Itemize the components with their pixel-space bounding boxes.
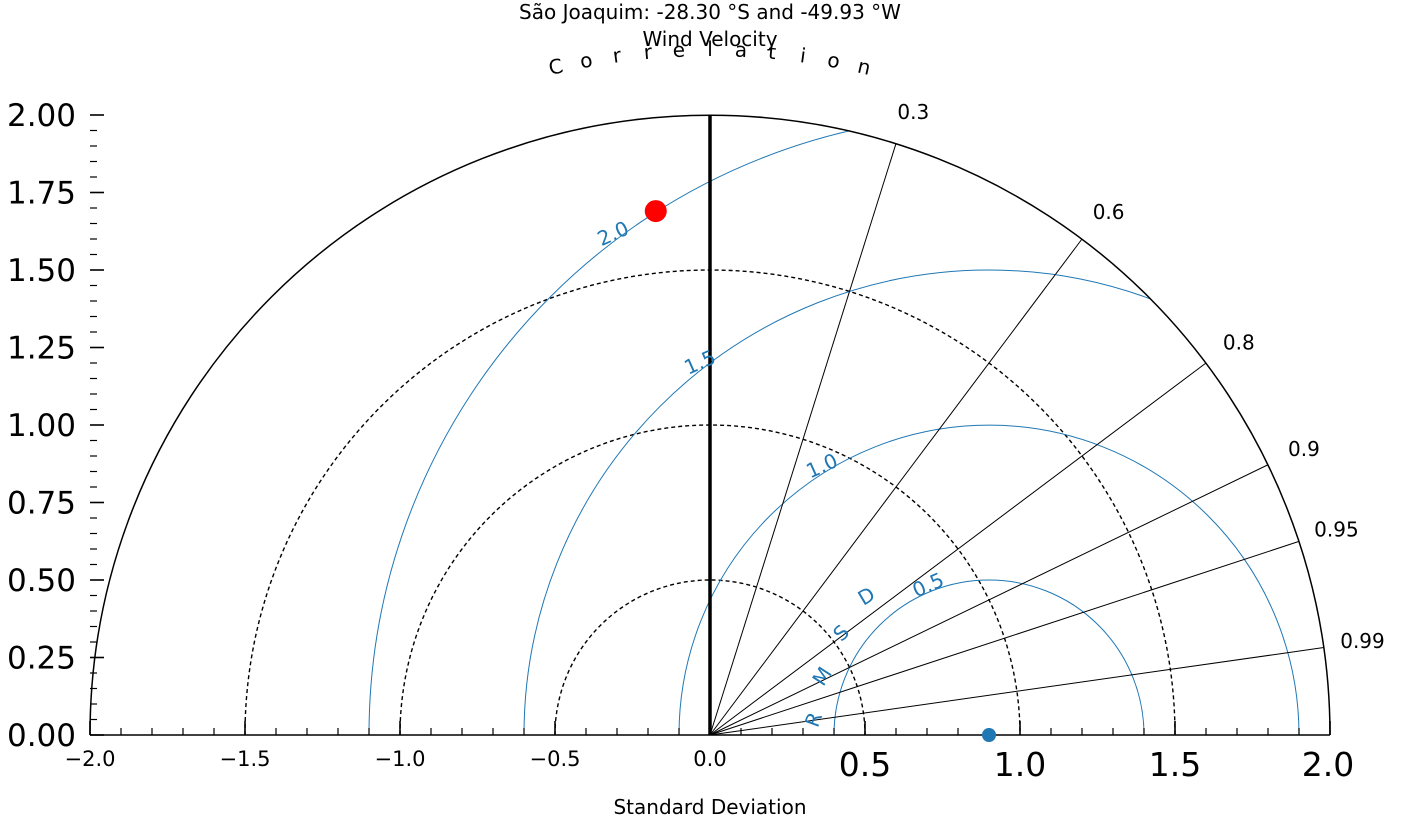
corr-label-0.9: 0.9 [1288, 437, 1320, 461]
corr-axis-letter: t [767, 40, 777, 65]
corr-ray-0.9 [709, 464, 1269, 736]
y-tick-label: 1.75 [7, 176, 76, 212]
x-tick-label-small: −2.0 [65, 747, 116, 771]
rmsd-axis-letter: R [800, 709, 827, 730]
corr-axis-letter: r [643, 40, 654, 65]
y-tick-label: 0.50 [7, 563, 76, 599]
model-point [644, 200, 667, 223]
reference-point [982, 728, 996, 742]
y-tick-label: 2.00 [7, 98, 76, 134]
rmsd-arc-2.0 [368, 115, 1330, 736]
corr-ray-0.3 [709, 143, 897, 736]
corr-ray-0.95 [709, 540, 1300, 736]
x-tick-label-large: 1.5 [1149, 745, 1201, 784]
x-tick-label-large: 1.0 [994, 745, 1046, 784]
corr-label-0.6: 0.6 [1093, 200, 1125, 224]
x-tick-label-small: −1.5 [220, 747, 271, 771]
corr-axis-letter: o [578, 47, 594, 73]
rmsd-label-1.0: 1.0 [802, 448, 841, 483]
x-tick-label-small: −1.0 [375, 747, 426, 771]
corr-label-0.8: 0.8 [1223, 330, 1255, 354]
rmsd-label-1.5: 1.5 [680, 345, 719, 380]
corr-axis-letter: e [672, 38, 685, 63]
y-tick-label: 1.25 [7, 331, 76, 367]
y-tick-label: 0.00 [7, 718, 76, 754]
rmsd-label-0.5: 0.5 [909, 567, 948, 602]
chart-title: São Joaquim: -28.30 °S and -49.93 °W [519, 0, 901, 24]
rmsd-label-2.0: 2.0 [594, 216, 633, 251]
corr-ray-0.99 [709, 647, 1324, 736]
corr-axis-letter: o [826, 47, 842, 73]
rmsd-arc-1.0 [678, 424, 1300, 736]
corr-axis-letter: a [734, 38, 747, 63]
corr-axis-letter: C [546, 53, 565, 80]
rmsd-axis-letter: S [828, 620, 854, 646]
rmsd-axis-letter: D [854, 582, 880, 611]
x-axis-label: Standard Deviation [613, 795, 806, 819]
corr-ray-0.6 [709, 238, 1083, 736]
x-tick-label-large: 2.0 [1302, 745, 1354, 784]
x-tick-label-small: −0.5 [530, 747, 581, 771]
chart-subtitle: Wind Velocity [642, 27, 777, 51]
y-tick-label: 1.00 [7, 408, 76, 444]
corr-axis-letter: l [707, 37, 713, 61]
corr-label-0.99: 0.99 [1340, 629, 1385, 653]
x-tick-label-small: 0.0 [693, 747, 726, 771]
x-tick-label-large: 0.5 [839, 745, 891, 784]
rmsd-arc-1.5 [523, 269, 1330, 736]
y-tick-label: 0.25 [7, 641, 76, 677]
rmsd-arc-0.5 [833, 579, 1145, 736]
corr-ray-0.8 [709, 362, 1207, 736]
corr-axis-letter: n [855, 54, 873, 80]
corr-label-0.3: 0.3 [897, 100, 929, 124]
y-tick-label: 1.50 [7, 253, 76, 289]
y-tick-label: 0.75 [7, 486, 76, 522]
corr-label-0.95: 0.95 [1314, 518, 1359, 542]
corr-axis-letter: i [799, 43, 808, 68]
corr-axis-letter: r [611, 43, 623, 68]
